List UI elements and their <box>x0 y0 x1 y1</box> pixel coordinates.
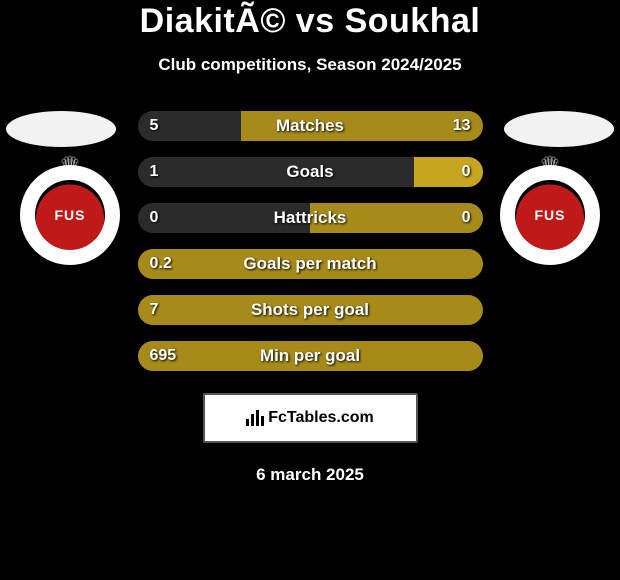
logo-inner: FUS <box>515 180 585 250</box>
club-abbrev: FUS <box>535 207 566 223</box>
stat-bar: 695Min per goal <box>138 341 483 371</box>
stat-label: Min per goal <box>138 341 483 371</box>
stat-label: Goals <box>138 157 483 187</box>
stat-bar: 7Shots per goal <box>138 295 483 325</box>
main-area: ♛ FUS ♛ FUS 513Matches 10Goals 00Hattricks… <box>0 111 620 485</box>
stat-bar: 10Goals <box>138 157 483 187</box>
footer-brand-text: FcTables.com <box>268 409 374 427</box>
subtitle: Club competitions, Season 2024/2025 <box>158 55 461 75</box>
stat-bar: 0.2Goals per match <box>138 249 483 279</box>
stat-bar: 00Hattricks <box>138 203 483 233</box>
bars-icon <box>246 410 264 426</box>
stat-label: Matches <box>138 111 483 141</box>
footer-brand-badge[interactable]: FcTables.com <box>203 393 418 443</box>
logo-inner: FUS <box>35 180 105 250</box>
comparison-page: DiakitÃ© vs Soukhal Club competitions, S… <box>0 0 620 580</box>
page-title: DiakitÃ© vs Soukhal <box>140 2 481 41</box>
generation-date: 6 march 2025 <box>0 465 620 485</box>
club-abbrev: FUS <box>55 207 86 223</box>
stat-bar: 513Matches <box>138 111 483 141</box>
player-photo-right <box>504 111 614 147</box>
player-photo-left <box>6 111 116 147</box>
club-logo-left: ♛ FUS <box>20 165 120 265</box>
stat-label: Shots per goal <box>138 295 483 325</box>
stat-label: Goals per match <box>138 249 483 279</box>
stat-bars: 513Matches 10Goals 00Hattricks 0.2Goals per… <box>138 111 483 371</box>
stat-label: Hattricks <box>138 203 483 233</box>
club-logo-right: ♛ FUS <box>500 165 600 265</box>
